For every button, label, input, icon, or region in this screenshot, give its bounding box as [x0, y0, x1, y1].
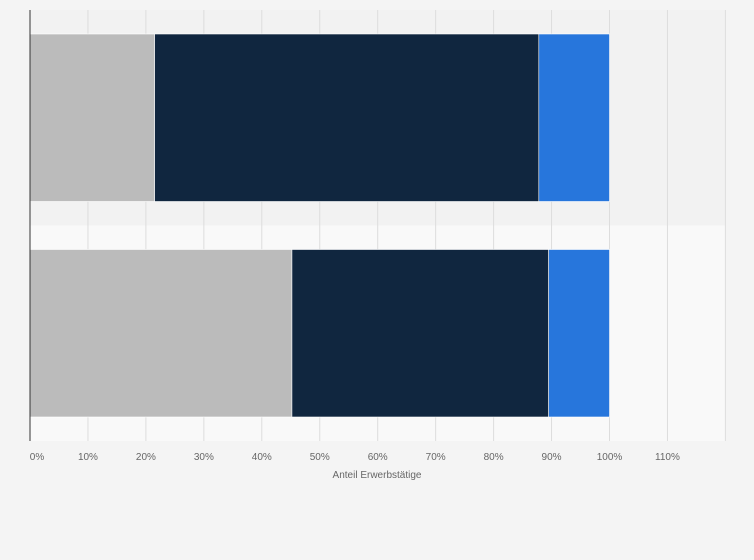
x-tick-label-60: 60%: [368, 452, 388, 463]
x-tick-label-100: 100%: [597, 452, 623, 463]
x-tick-label-50: 50%: [310, 452, 330, 463]
bar-segment-1-1[interactable]: [29, 33, 155, 202]
x-tick-label-90: 90%: [542, 452, 562, 463]
x-tick-label-30: 30%: [194, 452, 214, 463]
x-tick-label-0: 0%: [30, 452, 45, 463]
bar-segment-1-3[interactable]: [538, 33, 610, 202]
x-tick-label-20: 20%: [136, 452, 156, 463]
x-tick-label-10: 10%: [78, 452, 98, 463]
bar-segment-2-1[interactable]: [29, 249, 293, 418]
bar-segment-2-3[interactable]: [548, 249, 610, 418]
x-tick-label-70: 70%: [426, 452, 446, 463]
x-tick-label-110: 110%: [655, 452, 680, 463]
x-tick-label-80: 80%: [484, 452, 504, 463]
x-axis-title: Anteil Erwerbstätige: [333, 470, 422, 481]
bar-segment-1-2[interactable]: [154, 33, 540, 202]
bars: [29, 33, 610, 418]
bar-segment-2-2[interactable]: [291, 249, 549, 418]
x-tick-labels: 0% 10% 20% 30% 40% 50% 60% 70% 80% 90% 100% 110%: [30, 452, 680, 463]
x-tick-label-40: 40%: [252, 452, 272, 463]
